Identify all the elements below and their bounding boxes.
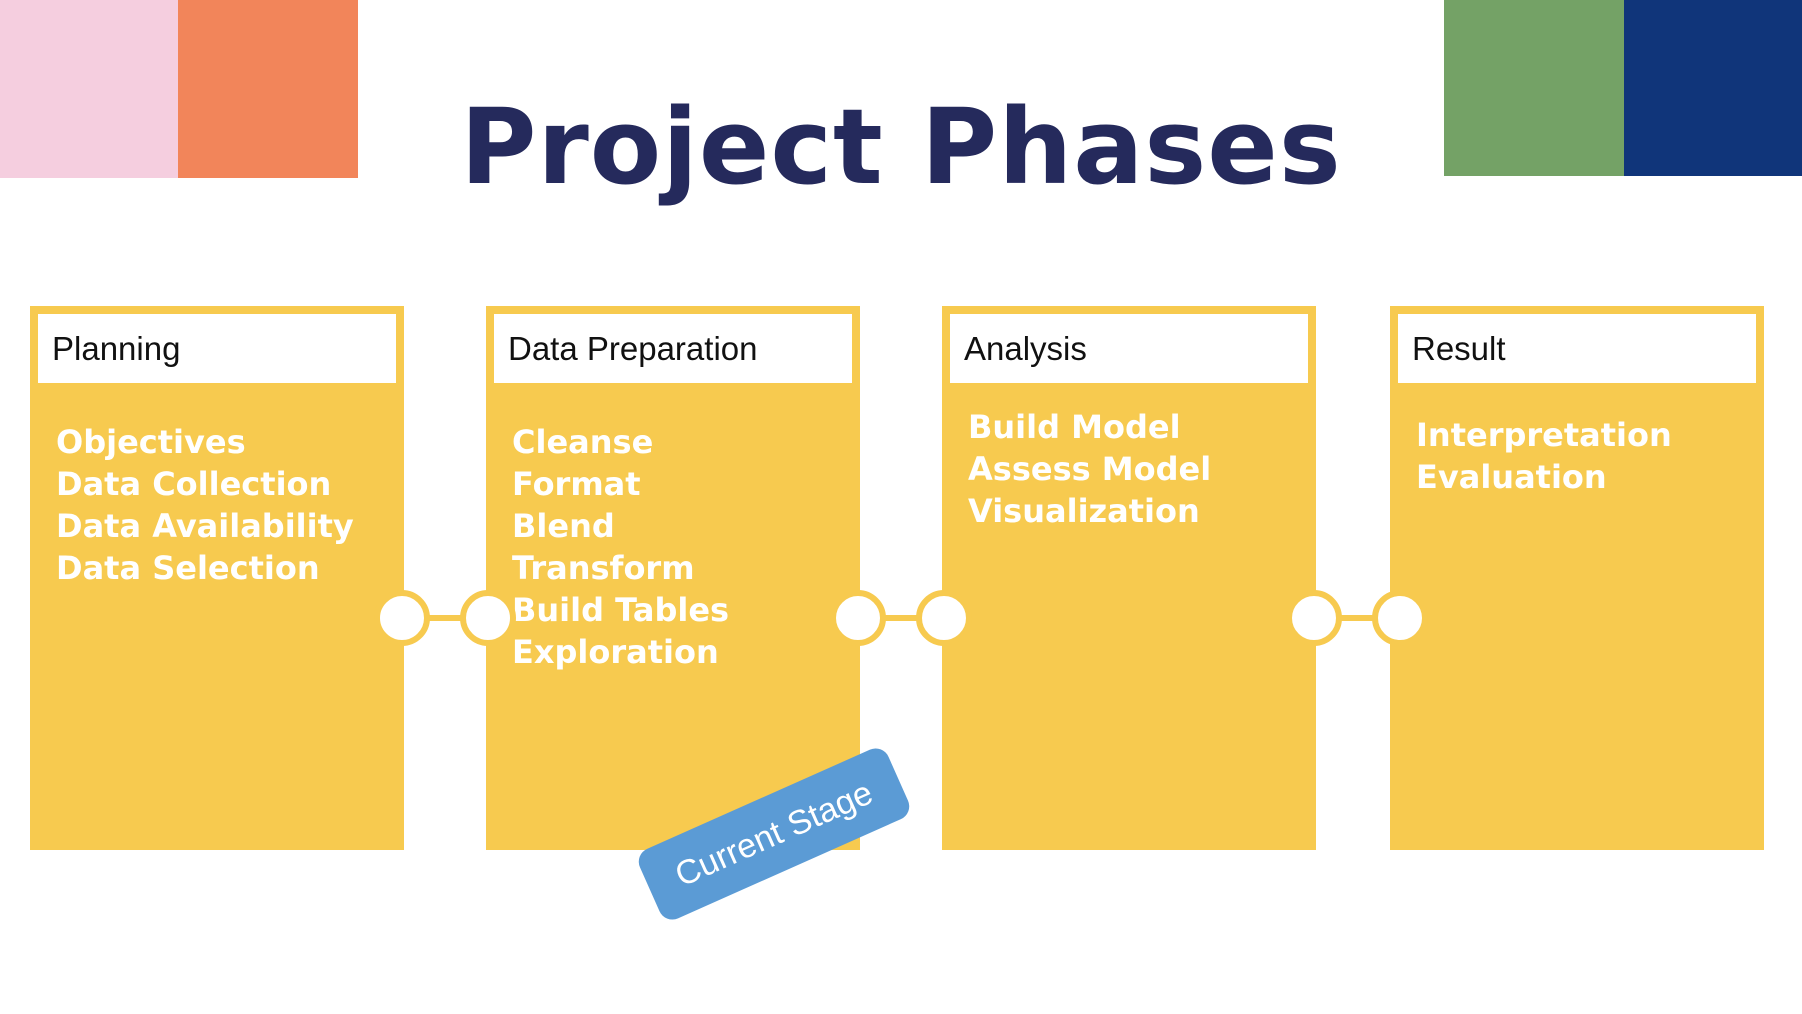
phase-title: Data Preparation bbox=[494, 314, 852, 383]
phase-card-data-preparation: Data Preparation Cleanse Format Blend Tr… bbox=[486, 306, 860, 850]
corner-square-green bbox=[1444, 0, 1624, 176]
phase-item: Data Collection bbox=[56, 465, 332, 503]
phase-title: Result bbox=[1398, 314, 1756, 383]
corner-square-pink bbox=[0, 0, 178, 178]
phase-item: Objectives bbox=[56, 423, 246, 461]
corner-square-blue bbox=[1624, 0, 1802, 176]
phase-item: Build Model bbox=[968, 408, 1181, 446]
phase-item: Build Tables bbox=[512, 591, 730, 629]
phase-title: Analysis bbox=[950, 314, 1308, 383]
phase-item: Data Availability bbox=[56, 507, 354, 545]
phase-item: Data Selection bbox=[56, 549, 320, 587]
phase-item: Cleanse bbox=[512, 423, 654, 461]
corner-square-orange bbox=[178, 0, 358, 178]
phase-card-result: Result Interpretation Evaluation bbox=[1390, 306, 1764, 850]
connector-line-1-2 bbox=[404, 615, 488, 621]
phase-card-analysis: Analysis Build Model Assess Model Visual… bbox=[942, 306, 1316, 850]
connector-node bbox=[1372, 590, 1428, 646]
connector-node bbox=[374, 590, 430, 646]
connector-node bbox=[830, 590, 886, 646]
phase-item-list: Cleanse Format Blend Transform Build Tab… bbox=[512, 421, 850, 673]
page-title: Project Phases bbox=[460, 86, 1342, 208]
phase-item-list: Objectives Data Collection Data Availabi… bbox=[56, 421, 394, 589]
connector-node bbox=[916, 590, 972, 646]
connector-line-3-4 bbox=[1316, 615, 1400, 621]
phase-item: Interpretation bbox=[1416, 416, 1672, 454]
connector-node bbox=[460, 590, 516, 646]
phase-item: Format bbox=[512, 465, 641, 503]
phase-item: Visualization bbox=[968, 492, 1200, 530]
phase-item: Exploration bbox=[512, 633, 719, 671]
phase-item: Assess Model bbox=[968, 450, 1212, 488]
connector-line-2-3 bbox=[860, 615, 944, 621]
phase-item-list: Build Model Assess Model Visualization bbox=[968, 406, 1306, 532]
phase-title: Planning bbox=[38, 314, 396, 383]
phase-card-planning: Planning Objectives Data Collection Data… bbox=[30, 306, 404, 850]
phase-item-list: Interpretation Evaluation bbox=[1416, 414, 1754, 498]
connector-node bbox=[1286, 590, 1342, 646]
phase-item: Evaluation bbox=[1416, 458, 1607, 496]
phase-item: Transform bbox=[512, 549, 695, 587]
phase-item: Blend bbox=[512, 507, 615, 545]
